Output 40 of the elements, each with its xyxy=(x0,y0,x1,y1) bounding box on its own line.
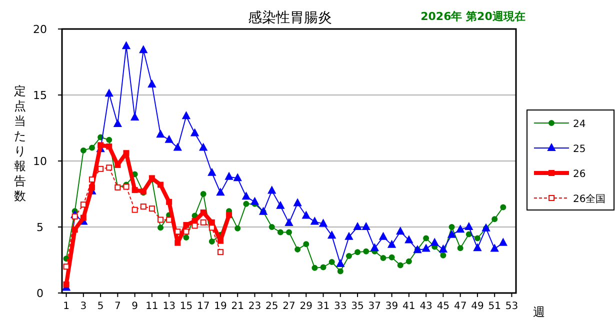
x-tick-label: 49 xyxy=(471,301,484,312)
x-tick-label: 29 xyxy=(300,301,312,312)
y-tick-label: 20 xyxy=(33,23,47,36)
chart-subtitle: 2026年 第20週現在 xyxy=(420,10,526,23)
x-tick-label: 31 xyxy=(316,301,330,312)
x-tick-label: 5 xyxy=(97,301,104,312)
y-tick-label: 15 xyxy=(33,89,47,102)
x-tick-label: 13 xyxy=(162,301,176,312)
chart-title: 感染性胃腸炎 xyxy=(248,10,332,26)
x-tick-label: 3 xyxy=(80,301,87,312)
legend-label: 25 xyxy=(573,144,586,155)
x-tick-label: 39 xyxy=(385,301,398,312)
x-tick-label: 41 xyxy=(402,301,416,312)
x-tick-label: 9 xyxy=(132,301,138,312)
y-tick-label: 0 xyxy=(36,287,44,300)
x-tick-label: 47 xyxy=(454,301,467,312)
x-tick-label: 43 xyxy=(420,301,432,312)
x-tick-label: 15 xyxy=(180,301,193,312)
x-tick-label: 1 xyxy=(63,301,70,312)
y-axis-title: 定点当たり報告数 xyxy=(14,84,26,203)
x-axis-title: 週 xyxy=(533,305,545,319)
y-tick-label: 10 xyxy=(33,155,47,168)
x-tick-label: 25 xyxy=(266,301,278,312)
y-tick-label: 5 xyxy=(36,221,44,234)
x-tick-label: 53 xyxy=(505,301,518,312)
x-tick-label: 35 xyxy=(351,301,364,312)
legend-label: 26全国 xyxy=(573,193,606,205)
x-tick-label: 19 xyxy=(214,301,227,312)
x-tick-label: 21 xyxy=(231,301,244,312)
x-tick-label: 45 xyxy=(436,301,450,312)
x-tick-label: 51 xyxy=(488,301,501,312)
x-tick-label: 37 xyxy=(368,301,382,312)
x-tick-label: 27 xyxy=(282,301,296,312)
x-tick-label: 23 xyxy=(248,301,262,312)
legend-label: 24 xyxy=(573,119,586,130)
x-tick-label: 17 xyxy=(196,301,210,312)
x-tick-label: 11 xyxy=(146,301,158,312)
x-tick-label: 7 xyxy=(114,301,121,312)
legend-label: 26 xyxy=(573,169,586,180)
x-tick-label: 33 xyxy=(334,301,347,312)
